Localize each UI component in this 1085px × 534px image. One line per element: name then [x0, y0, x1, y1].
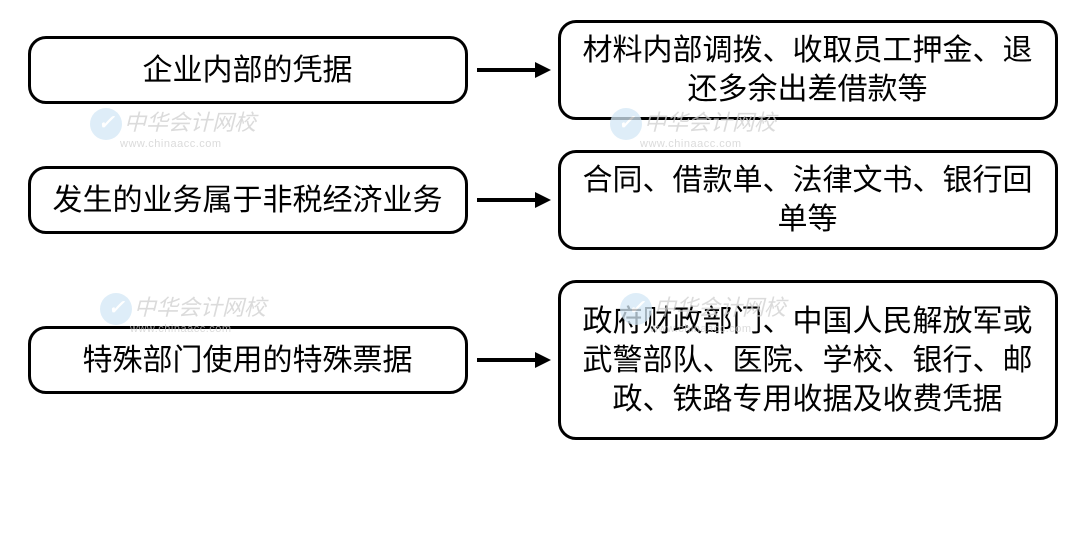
arrow-right-icon [473, 188, 553, 212]
watermark-subtext: www.chinaacc.com [640, 138, 776, 150]
arrow-cell [468, 58, 558, 82]
diagram-row: 特殊部门使用的特殊票据 政府财政部门、中国人民解放军或武警部队、医院、学校、银行… [20, 280, 1065, 440]
diagram-row: 企业内部的凭据 材料内部调拨、收取员工押金、退还多余出差借款等 [20, 20, 1065, 120]
node-left: 特殊部门使用的特殊票据 [28, 326, 468, 394]
node-left-label: 特殊部门使用的特殊票据 [83, 341, 413, 380]
node-left: 发生的业务属于非税经济业务 [28, 166, 468, 234]
arrow-right-icon [473, 58, 553, 82]
diagram-row: 发生的业务属于非税经济业务 合同、借款单、法律文书、银行回单等 [20, 150, 1065, 250]
node-right: 合同、借款单、法律文书、银行回单等 [558, 150, 1058, 250]
node-right-label: 合同、借款单、法律文书、银行回单等 [573, 161, 1043, 239]
node-left-label: 发生的业务属于非税经济业务 [53, 181, 443, 220]
watermark-subtext: www.chinaacc.com [120, 138, 256, 150]
node-right: 政府财政部门、中国人民解放军或武警部队、医院、学校、银行、邮政、铁路专用收据及收… [558, 280, 1058, 440]
node-left-label: 企业内部的凭据 [143, 51, 353, 90]
node-right-label: 政府财政部门、中国人民解放军或武警部队、医院、学校、银行、邮政、铁路专用收据及收… [573, 302, 1043, 419]
arrow-right-icon [473, 348, 553, 372]
arrow-cell [468, 348, 558, 372]
node-right-label: 材料内部调拨、收取员工押金、退还多余出差借款等 [573, 31, 1043, 109]
arrow-cell [468, 188, 558, 212]
node-left: 企业内部的凭据 [28, 36, 468, 104]
node-right: 材料内部调拨、收取员工押金、退还多余出差借款等 [558, 20, 1058, 120]
